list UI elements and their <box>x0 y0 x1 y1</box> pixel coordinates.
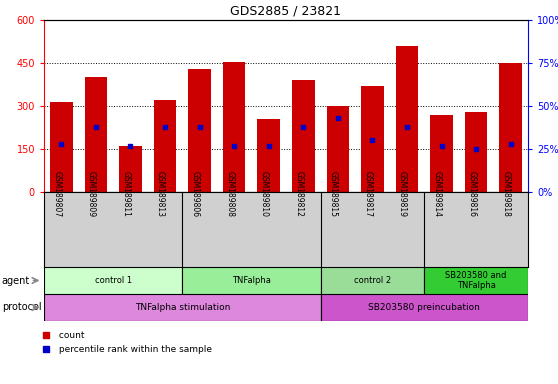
Text: GSM189806: GSM189806 <box>191 171 200 217</box>
Text: TNFalpha: TNFalpha <box>232 276 271 285</box>
Bar <box>257 119 280 192</box>
Bar <box>182 267 321 294</box>
Text: SB203580 preincubation: SB203580 preincubation <box>368 303 480 312</box>
Text: count: count <box>56 331 84 339</box>
Text: GSM189807: GSM189807 <box>52 171 61 217</box>
Bar <box>499 63 522 192</box>
Text: GSM189819: GSM189819 <box>398 171 407 217</box>
Text: control 2: control 2 <box>354 276 391 285</box>
Bar <box>154 100 176 192</box>
Text: protocol: protocol <box>2 303 41 313</box>
Bar <box>361 86 384 192</box>
Bar <box>189 69 211 192</box>
Bar <box>396 46 418 192</box>
Text: GSM189809: GSM189809 <box>87 171 96 217</box>
Bar <box>85 77 107 192</box>
Text: GSM189814: GSM189814 <box>432 171 441 217</box>
Text: GSM189813: GSM189813 <box>156 171 165 217</box>
Bar <box>292 80 315 192</box>
Text: GSM189812: GSM189812 <box>294 171 304 217</box>
Bar <box>430 114 453 192</box>
Bar <box>44 294 321 321</box>
Bar <box>119 146 142 192</box>
Text: control 1: control 1 <box>94 276 132 285</box>
Text: TNFalpha stimulation: TNFalpha stimulation <box>134 303 230 312</box>
Text: GSM189810: GSM189810 <box>259 171 269 217</box>
Text: percentile rank within the sample: percentile rank within the sample <box>56 344 212 354</box>
Text: GSM189816: GSM189816 <box>467 171 476 217</box>
Text: GDS2885 / 23821: GDS2885 / 23821 <box>230 5 341 18</box>
Bar <box>50 102 73 192</box>
Bar <box>321 267 424 294</box>
Bar <box>223 61 246 192</box>
Text: GSM189815: GSM189815 <box>329 171 338 217</box>
Text: agent: agent <box>2 275 30 285</box>
Text: GSM189811: GSM189811 <box>122 171 131 217</box>
Text: GSM189818: GSM189818 <box>502 171 511 217</box>
Bar <box>424 267 528 294</box>
Bar <box>44 267 182 294</box>
Text: GSM189817: GSM189817 <box>363 171 372 217</box>
Text: GSM189808: GSM189808 <box>225 171 234 217</box>
Text: SB203580 and
TNFalpha: SB203580 and TNFalpha <box>445 271 507 290</box>
Bar <box>326 106 349 192</box>
Bar <box>321 294 528 321</box>
Bar <box>465 112 487 192</box>
